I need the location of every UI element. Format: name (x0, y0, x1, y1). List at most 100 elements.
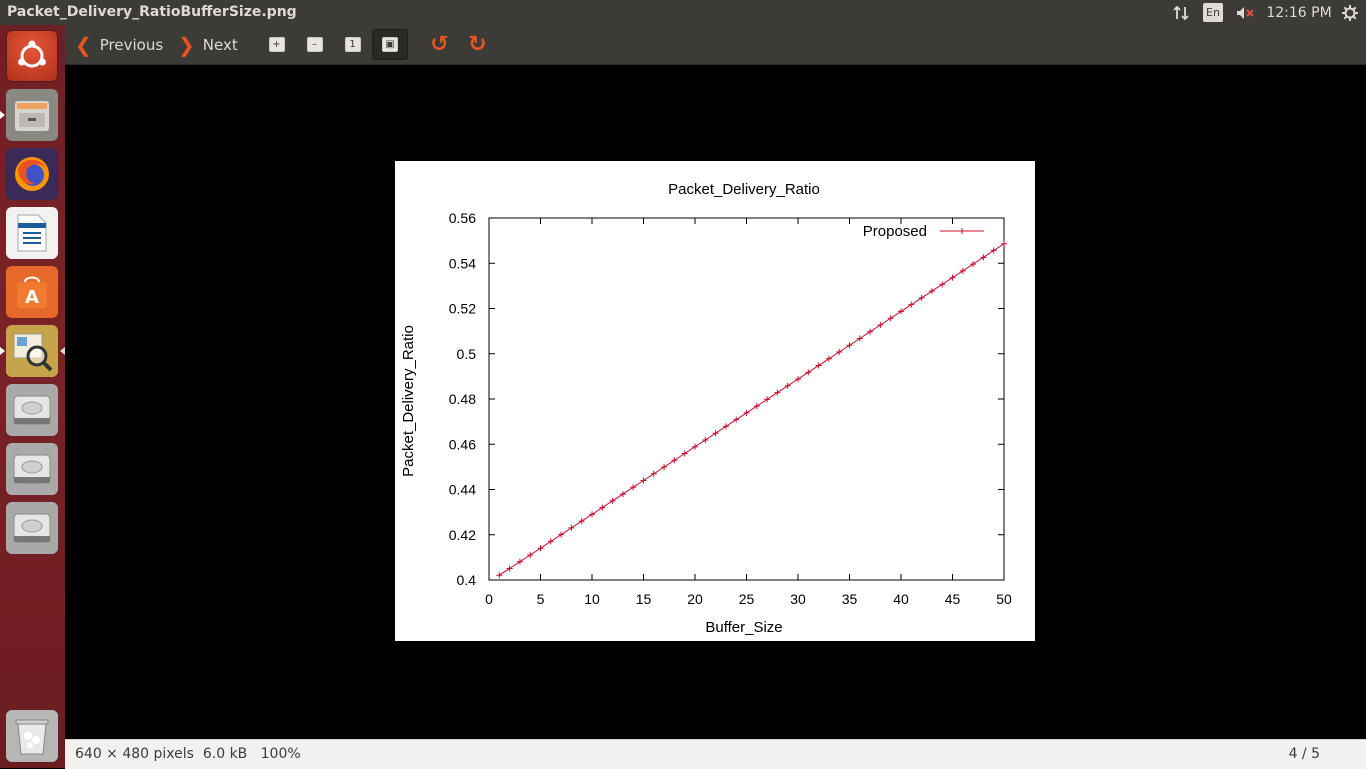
data-point (558, 531, 565, 538)
data-point (661, 464, 668, 471)
rotate-left-icon: ↺ (430, 32, 449, 57)
legend-label: Proposed (863, 223, 927, 240)
y-tick-label: 0.48 (449, 391, 476, 407)
x-tick-label: 15 (636, 591, 652, 607)
zoom-out-icon: – (306, 37, 323, 52)
status-bar: 640 × 480 pixels 6.0 kB 100% 4 / 5 (65, 739, 1366, 769)
data-point (743, 409, 750, 416)
x-tick-label: 35 (842, 591, 858, 607)
image-viewport[interactable]: Packet_Delivery_Ratio Buffer_Size Packet… (65, 65, 1366, 739)
libreoffice-writer-icon[interactable] (6, 207, 58, 259)
data-point (578, 518, 585, 525)
drive-icon[interactable] (6, 384, 58, 436)
rotate-left-button[interactable]: ↺ (423, 29, 456, 60)
data-point (681, 450, 688, 457)
chart: Packet_Delivery_Ratio Buffer_Size Packet… (400, 181, 1012, 636)
running-indicator (0, 347, 5, 355)
data-point (609, 497, 616, 504)
data-point (877, 321, 884, 328)
y-tick-label: 0.5 (457, 346, 477, 362)
svg-text:A: A (25, 287, 39, 308)
data-point (980, 254, 987, 261)
window-title: Packet_Delivery_RatioBufferSize.png (7, 4, 297, 20)
zoom-out-button[interactable]: – (298, 29, 331, 60)
drive-icon[interactable] (6, 443, 58, 495)
data-point (928, 288, 935, 295)
volume-muted-icon[interactable] (1232, 0, 1258, 25)
next-button[interactable]: ❯ Next (178, 29, 242, 60)
data-point (527, 551, 534, 558)
data-point (671, 457, 678, 464)
image-position: 4 / 5 (1288, 746, 1320, 762)
data-point (568, 524, 575, 531)
clock[interactable]: 12:16 PM (1266, 4, 1332, 21)
previous-button[interactable]: ❮ Previous (75, 29, 165, 60)
normal-size-button[interactable]: 1 (336, 29, 369, 60)
x-tick-label: 40 (893, 591, 909, 607)
trash-icon[interactable] (6, 710, 58, 762)
data-point (722, 423, 729, 430)
data-point (589, 511, 595, 518)
data-point (506, 565, 513, 572)
x-tick-label: 10 (584, 591, 600, 607)
zoom-in-icon: + (268, 37, 285, 52)
y-tick-label: 0.56 (449, 210, 476, 226)
data-point (650, 470, 657, 477)
normal-size-icon: 1 (344, 37, 361, 52)
software-center-icon[interactable]: A (6, 266, 58, 318)
data-point (825, 355, 832, 362)
data-point (547, 538, 554, 545)
chevron-left-icon: ❮ (75, 32, 92, 57)
firefox-icon[interactable] (6, 148, 58, 200)
x-tick-label: 50 (996, 591, 1012, 607)
data-point (753, 403, 760, 410)
data-point (805, 369, 812, 376)
y-axis: 0.4 0.42 0.44 0.46 0.48 0.5 0.52 0.54 0.56 (449, 210, 1004, 588)
x-tick-label: 25 (739, 591, 755, 607)
rotate-right-button[interactable]: ↻ (461, 29, 494, 60)
legend-marker-plus (959, 228, 965, 234)
displayed-image: Packet_Delivery_Ratio Buffer_Size Packet… (395, 161, 1035, 641)
series-line (499, 243, 1005, 576)
focused-indicator (60, 347, 65, 355)
data-point (516, 558, 523, 565)
data-point (712, 430, 719, 437)
y-tick-label: 0.54 (449, 255, 476, 271)
best-fit-button[interactable]: ▣ (372, 29, 408, 60)
ubuntu-dash-icon[interactable] (6, 30, 58, 82)
image-viewer-icon[interactable] (6, 325, 58, 377)
keyboard-language-indicator[interactable]: En (1203, 3, 1223, 22)
drive-icon[interactable] (6, 502, 58, 554)
data-point (856, 335, 863, 342)
viewer-toolbar: ❮ Previous ❯ Next + – 1 ▣ ↺ ↻ (65, 25, 1366, 65)
data-point (887, 315, 894, 322)
data-point (908, 301, 915, 308)
data-point (619, 491, 626, 498)
x-tick-label: 30 (790, 591, 806, 607)
chevron-right-icon: ❯ (178, 32, 195, 57)
data-point (702, 436, 709, 443)
data-point (836, 349, 843, 356)
data-point (692, 443, 698, 450)
data-point (640, 477, 647, 484)
x-tick-label: 0 (485, 591, 493, 607)
data-point (918, 294, 925, 301)
top-panel: Packet_Delivery_RatioBufferSize.png En 1… (0, 0, 1366, 25)
files-icon[interactable] (6, 89, 58, 141)
gear-icon[interactable] (1338, 0, 1362, 25)
best-fit-icon: ▣ (382, 37, 398, 52)
zoom-in-button[interactable]: + (260, 29, 293, 60)
data-point (537, 545, 544, 552)
data-point (599, 504, 606, 511)
x-axis-label: Buffer_Size (705, 619, 782, 636)
x-tick-label: 45 (945, 591, 961, 607)
data-point (939, 281, 946, 288)
data-point (733, 416, 740, 423)
network-icon[interactable] (1168, 0, 1194, 25)
launcher: A (0, 25, 66, 768)
rotate-right-icon: ↻ (468, 32, 487, 57)
data-point (898, 308, 904, 315)
data-point (949, 274, 956, 281)
data-point (630, 484, 637, 491)
data-point (496, 572, 503, 579)
